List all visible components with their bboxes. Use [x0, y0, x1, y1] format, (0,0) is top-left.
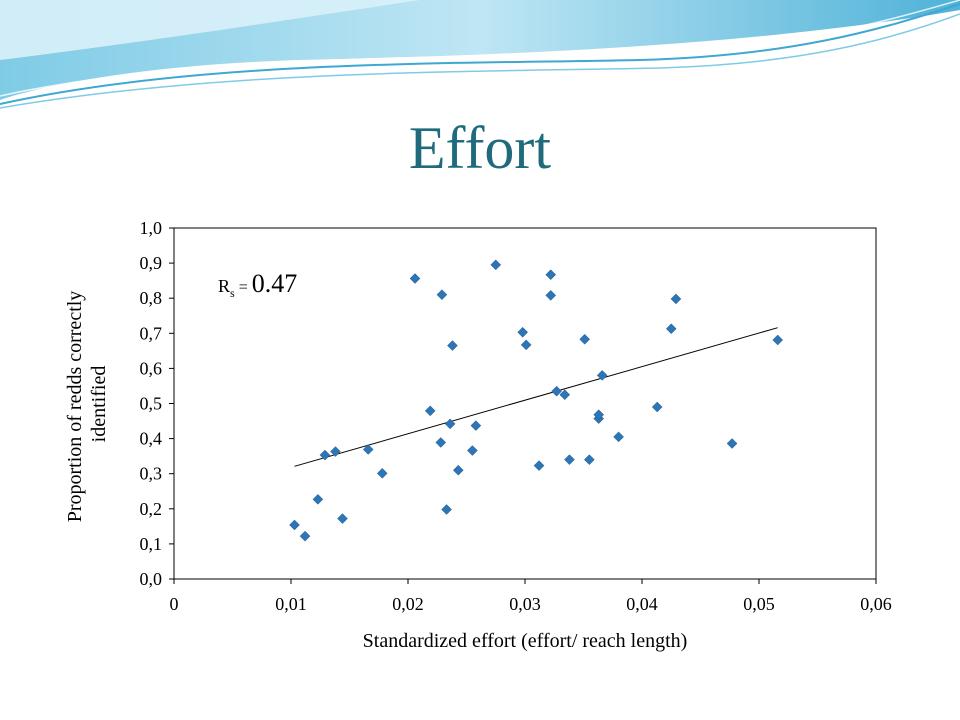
- data-point: [596, 370, 608, 381]
- data-point: [651, 401, 663, 413]
- data-point: [337, 513, 348, 524]
- data-point: [447, 340, 458, 351]
- y-tick-label: 0,5: [140, 394, 163, 414]
- data-point: [470, 420, 482, 431]
- y-tick-label: 0,6: [140, 358, 163, 378]
- x-tick-label: 0,06: [860, 594, 892, 614]
- slide-title: Effort: [408, 115, 552, 181]
- x-tick-label: 0,04: [626, 594, 658, 614]
- x-tick-label: 0,01: [275, 594, 307, 614]
- rs-annotation: Rs = 0.47: [218, 269, 297, 300]
- data-point: [545, 290, 557, 301]
- header-wave-decoration: [0, 0, 960, 109]
- data-point: [551, 385, 562, 397]
- wave-line-3: [0, 0, 960, 97]
- x-axis-label: Standardized effort (effort/ reach lengt…: [363, 630, 688, 652]
- data-point: [613, 431, 624, 443]
- data-point: [579, 333, 591, 345]
- data-point: [409, 273, 421, 284]
- data-point: [564, 454, 575, 466]
- y-axis-label: Proportion of redds correctly identified: [64, 286, 110, 523]
- data-point: [545, 269, 557, 281]
- y-tick-label: 0,0: [140, 569, 163, 589]
- data-point: [466, 445, 478, 456]
- data-point: [319, 449, 331, 461]
- trendline: [294, 327, 778, 467]
- data-point: [726, 438, 738, 449]
- y-tick-label: 0,9: [140, 253, 163, 273]
- wave-band-light: [0, 0, 420, 60]
- y-tick-label: 0,1: [140, 534, 163, 554]
- rs-equals: =: [235, 279, 252, 296]
- x-tick-label: 0,03: [509, 594, 541, 614]
- data-point: [772, 334, 784, 346]
- data-point: [670, 293, 682, 305]
- data-point: [533, 460, 545, 471]
- data-point: [520, 339, 532, 351]
- x-tick-label: 0,02: [392, 594, 424, 614]
- x-tick-label: 0,05: [743, 594, 775, 614]
- x-tick-label: 0: [170, 594, 179, 614]
- data-point: [362, 444, 374, 455]
- y-tick-label: 1,0: [140, 218, 163, 238]
- data-point: [424, 405, 436, 417]
- data-point: [299, 530, 311, 542]
- rs-subscript: s: [230, 286, 235, 300]
- y-tick-label: 0,8: [140, 288, 163, 308]
- data-point: [665, 323, 677, 335]
- y-tick-label: 0,7: [140, 323, 163, 343]
- data-point: [435, 437, 447, 448]
- data-point: [289, 519, 300, 531]
- rs-value: 0.47: [252, 269, 298, 298]
- y-tick-label: 0,2: [140, 499, 163, 519]
- wave-line-2: [0, 13, 960, 109]
- data-point: [517, 326, 529, 338]
- data-point: [312, 493, 324, 505]
- data-point: [330, 446, 341, 457]
- y-tick-label: 0,4: [140, 429, 163, 449]
- data-point: [452, 464, 464, 476]
- data-point: [593, 409, 605, 421]
- data-point: [376, 467, 388, 479]
- data-point: [436, 289, 448, 301]
- data-point: [559, 389, 571, 401]
- rs-label: R: [218, 276, 230, 296]
- data-point: [444, 418, 456, 430]
- y-tick-label: 0,3: [140, 464, 163, 484]
- wave-line-1: [0, 3, 960, 105]
- data-point: [441, 504, 452, 515]
- data-point: [583, 454, 595, 466]
- data-point: [490, 259, 502, 271]
